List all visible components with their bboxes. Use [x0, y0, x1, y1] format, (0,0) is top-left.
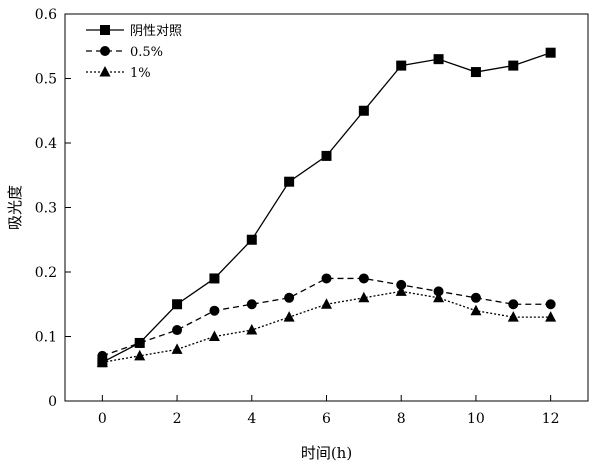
data-point: [246, 324, 258, 335]
series-line: [102, 277, 551, 357]
data-point: [284, 176, 295, 187]
x-tick-label: 2: [173, 411, 182, 427]
y-tick-label: 0.4: [35, 136, 57, 152]
data-point: [545, 47, 556, 58]
legend-label: 阴性对照: [130, 24, 182, 39]
data-point: [209, 273, 220, 284]
data-point: [545, 299, 556, 310]
data-point: [134, 337, 145, 348]
legend-marker: [100, 46, 110, 56]
x-tick-label: 0: [98, 411, 107, 427]
data-point: [470, 304, 482, 316]
x-axis-title: 时间(h): [301, 444, 352, 462]
data-point: [284, 292, 295, 303]
series-3: [96, 285, 557, 367]
data-point: [172, 299, 183, 310]
data-point: [358, 273, 369, 284]
data-point: [171, 343, 183, 354]
data-point: [433, 291, 445, 303]
data-point: [209, 305, 220, 316]
series-1: [97, 47, 556, 368]
legend-marker: [99, 66, 111, 77]
legend-item: 0.5%: [86, 45, 163, 60]
data-point: [172, 325, 183, 336]
x-tick-label: 12: [542, 411, 560, 427]
data-point: [321, 150, 332, 161]
data-point: [321, 298, 332, 309]
data-point: [545, 311, 557, 322]
data-point: [470, 292, 481, 303]
x-tick-label: 6: [322, 411, 331, 427]
y-tick-label: 0.1: [35, 330, 57, 346]
y-tick-label: 0.5: [35, 72, 57, 88]
data-point: [508, 299, 519, 310]
data-point: [283, 311, 295, 322]
x-tick-label: 8: [397, 411, 406, 427]
legend-item: 1%: [86, 66, 151, 81]
y-axis-title: 吸光度: [6, 185, 24, 230]
series-line: [102, 52, 551, 363]
y-tick-label: 0.2: [35, 265, 57, 281]
data-point: [246, 299, 257, 310]
data-point: [321, 273, 332, 284]
data-point: [470, 67, 481, 78]
data-point: [96, 356, 108, 367]
legend: 阴性对照 0.5% 1%: [86, 24, 182, 81]
data-point: [358, 105, 369, 116]
data-point: [433, 286, 444, 297]
data-point: [508, 60, 519, 71]
data-point: [507, 311, 519, 322]
legend-marker: [100, 25, 110, 35]
x-tick-label: 4: [247, 411, 256, 427]
y-tick-label: 0.3: [35, 201, 57, 217]
axes-layer: 0 2 4 6 8 10 12 0 0.1 0.2 0.3 0.4 0.5 0.6: [35, 7, 589, 427]
series-layer: [96, 47, 557, 368]
data-point: [396, 279, 407, 290]
data-point: [433, 54, 444, 65]
data-point: [358, 291, 370, 303]
legend-label: 1%: [130, 66, 151, 81]
legend-label: 0.5%: [130, 45, 163, 60]
data-point: [97, 350, 108, 361]
data-point: [396, 60, 407, 71]
data-point: [246, 234, 257, 245]
legend-item: 阴性对照: [86, 24, 182, 39]
data-point: [134, 349, 146, 361]
y-tick-label: 0.6: [35, 7, 57, 23]
series-2: [97, 273, 556, 361]
data-point: [395, 285, 407, 296]
x-tick-label: 10: [467, 411, 485, 427]
y-tick-label: 0: [48, 394, 57, 410]
data-point: [208, 330, 220, 341]
